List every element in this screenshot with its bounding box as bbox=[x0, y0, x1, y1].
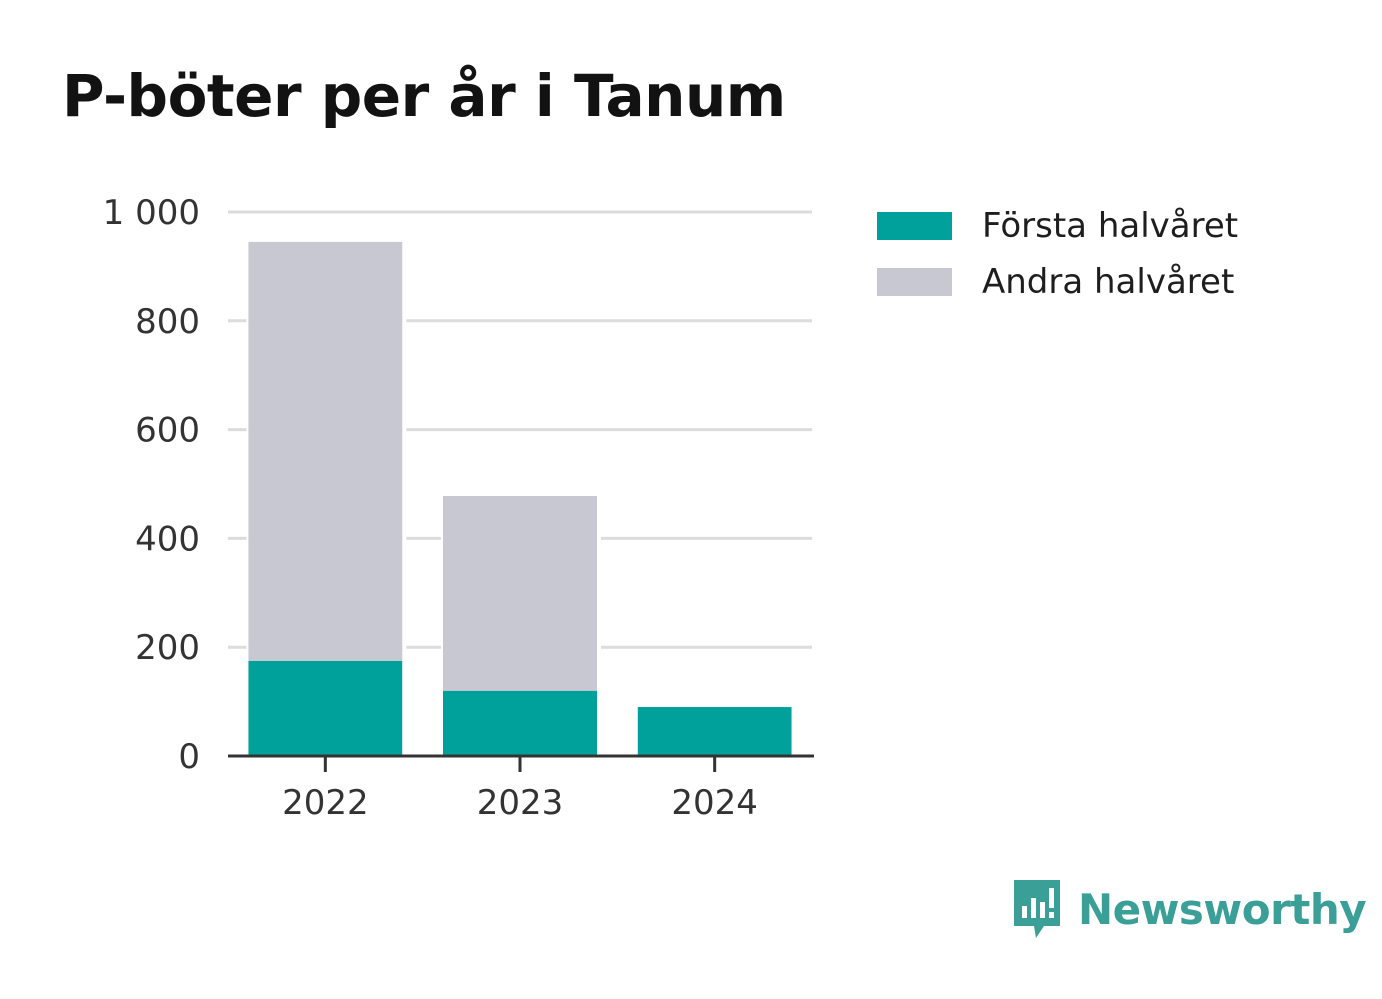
x-tick-label: 2022 bbox=[282, 783, 369, 823]
bar-gap bbox=[402, 660, 407, 756]
brand-logo: Newsworthy bbox=[1010, 878, 1367, 940]
y-tick-label: 200 bbox=[135, 628, 200, 668]
bar-2023-series-2[interactable] bbox=[443, 495, 597, 691]
bar-gap bbox=[791, 707, 796, 756]
legend: Första halvåret Andra halvåret bbox=[877, 198, 1238, 310]
y-axis-ticks: 0 200 400 600 800 1 000 bbox=[103, 193, 200, 777]
bar-2023-series-1[interactable] bbox=[443, 690, 597, 756]
bar-2022-series-2[interactable] bbox=[248, 241, 403, 661]
bar-gap bbox=[441, 495, 443, 691]
bar-gap bbox=[246, 241, 249, 661]
bar-gap bbox=[441, 690, 443, 756]
legend-item-first-half[interactable]: Första halvåret bbox=[877, 198, 1238, 254]
y-tick-label: 1 000 bbox=[103, 193, 200, 233]
x-tick-label: 2023 bbox=[477, 783, 564, 823]
bar-gap bbox=[597, 690, 601, 756]
legend-item-second-half[interactable]: Andra halvåret bbox=[877, 254, 1238, 310]
legend-swatch-first-half bbox=[877, 212, 952, 240]
legend-swatch-second-half bbox=[877, 268, 952, 296]
x-tick-label: 2024 bbox=[671, 783, 758, 823]
bars bbox=[246, 241, 796, 756]
legend-label-second-half: Andra halvåret bbox=[982, 262, 1235, 302]
bar-2022-series-1[interactable] bbox=[248, 660, 403, 756]
newsworthy-logo-icon bbox=[1014, 880, 1060, 938]
y-tick-label: 0 bbox=[178, 737, 200, 777]
chart-title: P-böter per år i Tanum bbox=[62, 62, 786, 130]
legend-label-first-half: Första halvåret bbox=[982, 206, 1239, 246]
bar-gap bbox=[597, 495, 601, 691]
y-tick-label: 600 bbox=[135, 411, 200, 451]
bar-gap bbox=[635, 707, 638, 756]
brand-name: Newsworthy bbox=[1078, 884, 1367, 934]
y-tick-label: 400 bbox=[135, 519, 200, 559]
x-axis-ticks: 2022 2023 2024 bbox=[282, 756, 758, 823]
bar-2024-series-1[interactable] bbox=[637, 707, 792, 756]
y-tick-label: 800 bbox=[135, 302, 200, 342]
bar-chart: 0 200 400 600 800 1 000 2022 2023 2024 bbox=[103, 193, 814, 823]
bar-gap bbox=[246, 660, 249, 756]
bar-gap bbox=[402, 241, 407, 661]
